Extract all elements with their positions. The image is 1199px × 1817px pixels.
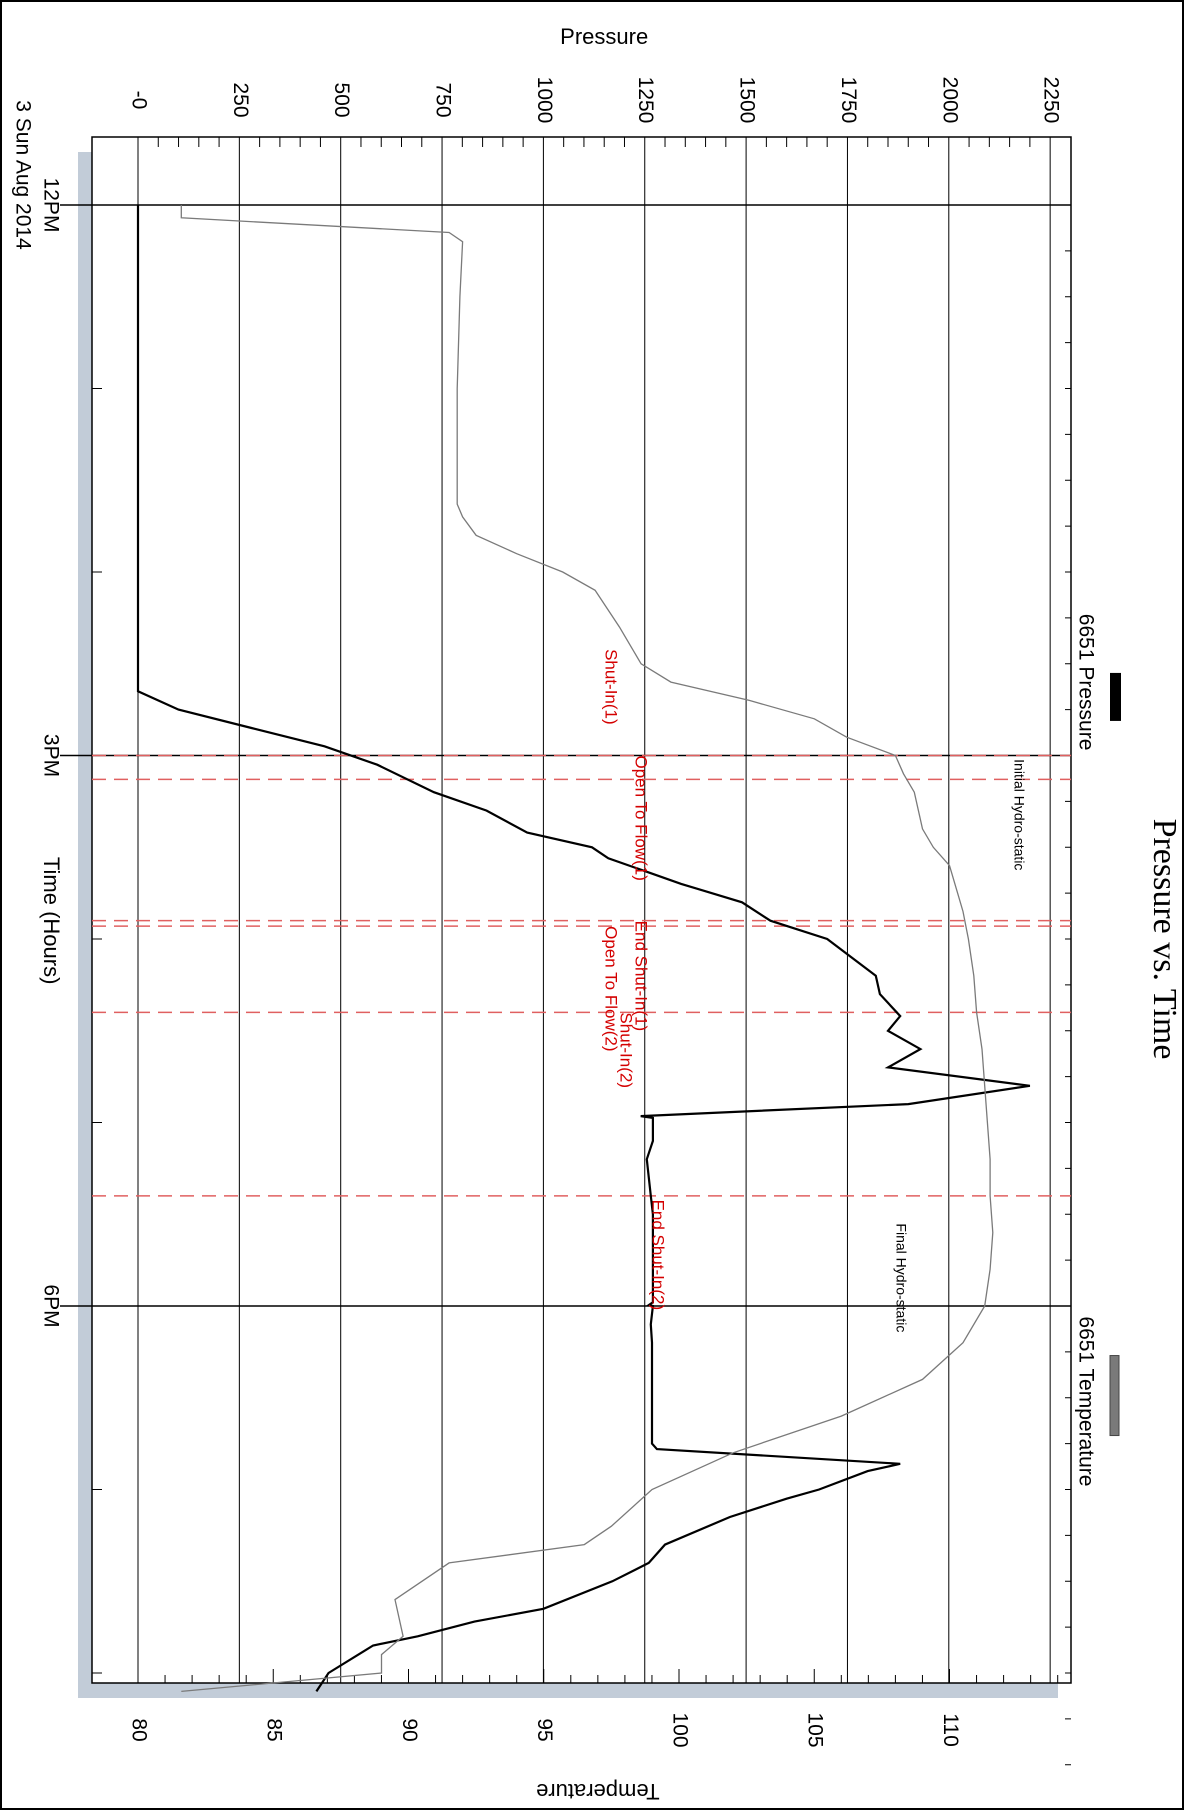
legend-pressure-label: 6651 Pressure <box>1074 614 1097 751</box>
pressure-tick-label: 750 <box>432 82 455 117</box>
event-label: Final Hydro-static <box>893 1223 909 1332</box>
time-tick-label: 6PM <box>39 1284 62 1327</box>
temperature-tick-label: 95 <box>533 1718 556 1741</box>
pressure-tick-label: 1500 <box>736 77 759 124</box>
legend-temperature-label: 6651 Temperature <box>1074 1316 1097 1486</box>
pressure-tick-label: 2000 <box>938 77 961 124</box>
pressure-tick-label: 500 <box>330 82 353 117</box>
legend-pressure-swatch <box>1110 672 1121 721</box>
event-label: Open To Flow(2) <box>602 926 621 1051</box>
pressure-series-line <box>136 205 1031 1693</box>
event-label: End Shut-In(2) <box>649 1200 668 1311</box>
pressure-tick-label: 1000 <box>533 77 556 124</box>
event-label: Shut-In(1) <box>602 649 621 725</box>
temperature-axis-label: Temperature <box>536 1779 660 1804</box>
temperature-tick-label: 110 <box>939 1713 962 1746</box>
temperature-tick-label: 80 <box>127 1718 150 1741</box>
pressure-tick-label: 1750 <box>837 77 860 124</box>
temperature-tick-label: 105 <box>804 1712 827 1747</box>
event-label: Shut-In(2) <box>617 1012 636 1088</box>
temperature-series-line <box>180 205 994 1693</box>
plot-area <box>91 136 1072 1684</box>
legend-temperature-swatch <box>1109 1355 1120 1437</box>
pressure-tick-label: 2250 <box>1040 77 1063 124</box>
pressure-axis-label: Pressure <box>560 24 648 49</box>
pressure-tick-label: -0 <box>127 91 150 110</box>
temperature-tick-label: 100 <box>668 1712 691 1747</box>
time-tick-label: 12PM <box>39 178 62 233</box>
temperature-tick-label: 90 <box>398 1718 421 1741</box>
date-label: 3 Sun Aug 2014 <box>11 100 34 250</box>
pressure-tick-label: 1250 <box>634 77 657 124</box>
event-label: End Shut-In(1) <box>632 921 651 1032</box>
time-tick-label: 3PM <box>39 734 62 777</box>
time-axis-label: Time (Hours) <box>39 857 64 985</box>
event-label: Initial Hydro-static <box>1011 759 1027 870</box>
event-label: Open To Flow(1) <box>632 756 651 881</box>
pressure-tick-label: 250 <box>229 82 252 117</box>
temperature-tick-label: 85 <box>263 1718 286 1741</box>
chart-title: Pressure vs. Time <box>1146 819 1183 1060</box>
